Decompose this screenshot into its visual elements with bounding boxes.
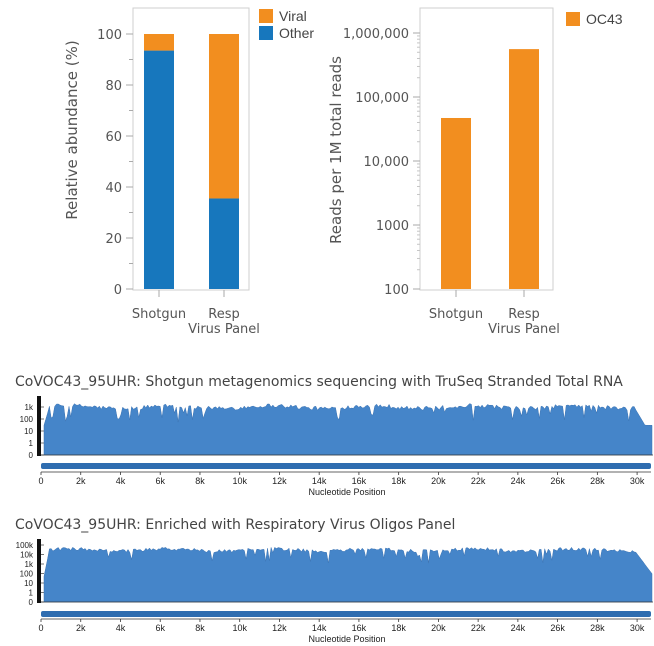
coverage-title-shotgun: CoVOC43_95UHR: Shotgun metagenomics sequ…	[15, 374, 623, 390]
track-xtick-label: 0	[38, 623, 43, 633]
track-xtick-label: 22k	[471, 623, 486, 633]
track-xtick-label: 30k	[630, 623, 645, 633]
track-xtick-label: 6k	[155, 623, 165, 633]
reads-chart: 100 1000 10,000 100,000 1,000,000 Shotgun Res…	[327, 7, 623, 337]
track-ytick-label: 10k	[20, 551, 34, 560]
abundance-xtick-label: Shotgun	[132, 307, 186, 322]
reads-bar-oc43	[509, 49, 539, 289]
coverage-track-shotgun: CoVOC43_95UHR: Shotgun metagenomics sequ…	[15, 374, 653, 497]
reads-xtick-label: Virus Panel	[488, 322, 560, 337]
track-label-block	[37, 539, 41, 603]
coverage-track-enriched: CoVOC43_95UHR: Enriched with Respiratory…	[15, 517, 653, 644]
track-ytick-label: 1k	[25, 403, 34, 412]
track-xtick-label: 26k	[550, 476, 565, 486]
track-xtick-label: 24k	[511, 623, 526, 633]
reads-ytick-label: 100,000	[355, 91, 409, 106]
reads-bar-oc43	[441, 117, 471, 289]
track-ytick-label: 100k	[16, 541, 34, 550]
legend-swatch-oc43	[566, 12, 580, 26]
genome-bar	[41, 463, 651, 469]
abundance-ytick-label: 40	[105, 181, 122, 196]
track-xtick-label: 2k	[76, 623, 86, 633]
abundance-plot-frame	[132, 7, 250, 291]
abundance-ylabel: Relative abundance (%)	[63, 40, 81, 219]
track-xtick-label: 18k	[391, 476, 406, 486]
abundance-ytick-label: 60	[105, 130, 122, 145]
track-xtick-label: 22k	[471, 476, 486, 486]
abundance-ytick-label: 20	[105, 232, 122, 247]
track-xtick-label: 24k	[511, 476, 526, 486]
abundance-ytick-label: 0	[114, 283, 122, 298]
abundance-ytick-label: 100	[97, 28, 122, 43]
track-xtick-label: 4k	[116, 476, 126, 486]
track-ytick-label: 10	[24, 579, 33, 588]
track-ytick-label: 0	[29, 598, 34, 607]
track-xlabel: Nucleotide Position	[308, 487, 385, 497]
track-xtick-label: 14k	[312, 476, 327, 486]
track-xtick-label: 14k	[312, 623, 327, 633]
legend-label-oc43: OC43	[586, 11, 623, 27]
reads-plot-frame	[419, 7, 554, 291]
reads-ytick-label: 10,000	[364, 155, 410, 170]
legend-swatch-other	[259, 26, 273, 40]
reads-ytick-label: 100	[384, 283, 409, 298]
track-xtick-label: 12k	[272, 623, 287, 633]
reads-xtick-label: Resp	[508, 307, 539, 322]
track-xtick-label: 4k	[116, 623, 126, 633]
reads-ytick-label: 1,000,000	[343, 27, 409, 42]
coverage-area-shotgun	[43, 403, 653, 456]
track-label-block	[37, 396, 41, 456]
track-xtick-label: 30k	[630, 476, 645, 486]
coverage-area-enriched	[43, 546, 653, 603]
legend-label-other: Other	[279, 25, 314, 41]
track-xtick-label: 28k	[590, 476, 605, 486]
track-xtick-label: 0	[38, 476, 43, 486]
track-xtick-label: 10k	[232, 623, 247, 633]
track-ytick-label: 1	[29, 589, 34, 598]
track-xtick-label: 26k	[550, 623, 565, 633]
legend-label-viral: Viral	[279, 8, 307, 24]
track-ytick-label: 1k	[25, 560, 34, 569]
track-ytick-label: 0	[29, 451, 34, 460]
abundance-legend: Viral Other	[259, 8, 314, 41]
reads-ylabel: Reads per 1M total reads	[327, 56, 345, 244]
abundance-xtick-label: Virus Panel	[188, 322, 260, 337]
abundance-xtick-label: Resp	[208, 307, 239, 322]
abundance-bar-other	[144, 50, 174, 290]
track-xtick-label: 6k	[155, 476, 165, 486]
track-xtick-label: 12k	[272, 476, 287, 486]
track-xtick-label: 8k	[195, 476, 205, 486]
track-xtick-label: 2k	[76, 476, 86, 486]
reads-xtick-label: Shotgun	[429, 307, 483, 322]
track-xtick-label: 16k	[352, 623, 367, 633]
abundance-bar-viral	[144, 34, 174, 51]
track-xtick-label: 10k	[232, 476, 247, 486]
track-xtick-label: 16k	[352, 476, 367, 486]
track-xtick-label: 20k	[431, 623, 446, 633]
track-ytick-label: 10	[24, 427, 33, 436]
track-ytick-label: 1	[29, 439, 34, 448]
legend-swatch-viral	[259, 9, 273, 23]
abundance-bar-viral	[209, 34, 239, 199]
genome-bar	[41, 611, 651, 617]
coverage-title-enriched: CoVOC43_95UHR: Enriched with Respiratory…	[15, 517, 455, 533]
track-xtick-label: 20k	[431, 476, 446, 486]
track-xtick-label: 18k	[391, 623, 406, 633]
reads-legend: OC43	[566, 11, 623, 27]
track-xtick-label: 8k	[195, 623, 205, 633]
track-xlabel: Nucleotide Position	[308, 634, 385, 644]
track-ytick-label: 100	[20, 570, 34, 579]
abundance-bar-other	[209, 198, 239, 289]
reads-ytick-label: 1000	[376, 219, 409, 234]
track-xtick-label: 28k	[590, 623, 605, 633]
abundance-ytick-label: 80	[105, 79, 122, 94]
track-ytick-label: 100	[20, 415, 34, 424]
